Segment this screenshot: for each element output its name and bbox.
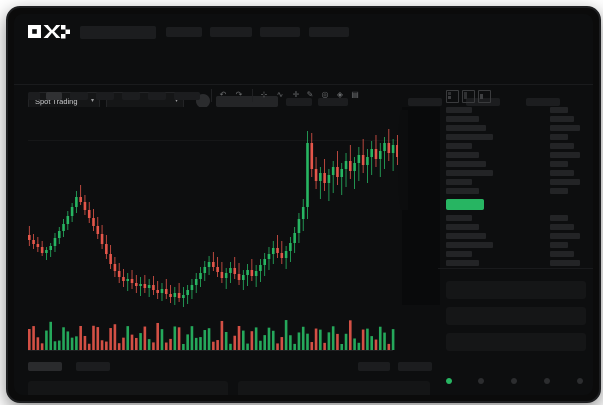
candlestick-svg bbox=[28, 129, 399, 351]
orderbook-ask-row[interactable] bbox=[446, 134, 493, 140]
nav-item-4[interactable] bbox=[309, 27, 349, 37]
toolbar-divider-1 bbox=[211, 89, 212, 102]
bottom-panel-right[interactable] bbox=[238, 381, 430, 395]
toolbar-seg-5[interactable] bbox=[122, 92, 140, 100]
orderbook-ask-size bbox=[550, 161, 568, 167]
orderbook-ask-size bbox=[550, 179, 580, 185]
search-input[interactable] bbox=[80, 26, 156, 39]
price-chart[interactable] bbox=[14, 107, 432, 359]
orderbook-asks-icon[interactable] bbox=[462, 90, 475, 103]
eye-icon[interactable]: ◈ bbox=[336, 90, 344, 99]
app-screen: Spot Trading ▾ ▾ ↶ ↷ bbox=[14, 14, 593, 395]
chart-toolbar: ↶ ↷ ⊹ ∿ ✛ ✎ ◎ ◈ ▤ bbox=[14, 85, 432, 108]
stat-1 bbox=[286, 98, 312, 106]
orderbook-bid-size bbox=[550, 233, 580, 239]
orderbook-ask-row[interactable] bbox=[446, 125, 486, 131]
percent-slider[interactable] bbox=[446, 377, 586, 385]
orderbook-bid-row[interactable] bbox=[446, 224, 479, 230]
orderbook-bid-row[interactable] bbox=[446, 242, 493, 248]
nav-item-1[interactable] bbox=[166, 27, 202, 37]
chevron-down-icon: ▾ bbox=[174, 98, 178, 104]
orderbook-ask-size bbox=[550, 134, 568, 140]
chart-footer-tab-4[interactable] bbox=[398, 362, 432, 371]
toolbar-seg-7[interactable] bbox=[174, 92, 200, 100]
orderbook-ask-size bbox=[550, 188, 568, 194]
orderbook-bid-size bbox=[550, 224, 574, 230]
orderbook-both-icon[interactable] bbox=[446, 90, 459, 103]
trash-icon[interactable]: ▤ bbox=[351, 90, 359, 99]
slider-dot-3[interactable] bbox=[511, 378, 517, 384]
orderbook-ask-size bbox=[550, 170, 574, 176]
nav-item-2[interactable] bbox=[210, 27, 252, 37]
order-form-divider bbox=[438, 268, 593, 269]
orderbook-bid-row[interactable] bbox=[446, 215, 472, 221]
orderbook-ask-row[interactable] bbox=[446, 188, 479, 194]
chevron-down-icon: ▾ bbox=[90, 98, 94, 104]
slider-dot-2[interactable] bbox=[478, 378, 484, 384]
toolbar-seg-6[interactable] bbox=[148, 92, 166, 100]
orderbook-bid-row[interactable] bbox=[446, 251, 472, 257]
chart-footer-tab-3[interactable] bbox=[358, 362, 390, 371]
spread-indicator bbox=[446, 199, 484, 210]
orderbook-ask-row[interactable] bbox=[446, 143, 472, 149]
market-type-label: Spot Trading bbox=[35, 97, 78, 106]
stat-3 bbox=[408, 98, 442, 106]
order-price-field[interactable] bbox=[446, 281, 586, 299]
toolbar-seg-2[interactable] bbox=[46, 92, 62, 100]
order-amount-field[interactable] bbox=[446, 307, 586, 325]
crosshair-icon[interactable]: ✛ bbox=[292, 90, 300, 99]
chart-footer-tab-1[interactable] bbox=[28, 362, 62, 371]
orderbook-bid-size bbox=[550, 251, 574, 257]
slider-dot-4[interactable] bbox=[544, 378, 550, 384]
brush-icon[interactable]: ✎ bbox=[306, 90, 314, 99]
orderbook-ask-row[interactable] bbox=[446, 161, 486, 167]
market-sub-bar: Spot Trading ▾ ▾ bbox=[14, 48, 593, 111]
orderbook-ask-size bbox=[550, 143, 574, 149]
orderbook-ask-row[interactable] bbox=[446, 179, 472, 185]
tablet-device-frame: Spot Trading ▾ ▾ ↶ ↷ bbox=[6, 6, 601, 403]
orderbook-ask-size bbox=[550, 125, 580, 131]
orderbook-bid-size bbox=[550, 242, 568, 248]
orderbook-bid-size bbox=[550, 215, 568, 221]
redo-icon[interactable]: ↷ bbox=[235, 90, 243, 99]
toolbar-divider-2 bbox=[252, 89, 253, 102]
header-divider bbox=[14, 84, 593, 85]
toolbar-seg-3[interactable] bbox=[70, 92, 88, 100]
cursor-icon[interactable]: ⊹ bbox=[260, 90, 268, 99]
chart-footer-tab-2[interactable] bbox=[76, 362, 110, 371]
undo-icon[interactable]: ↶ bbox=[219, 90, 227, 99]
orderbook-ask-size bbox=[550, 107, 568, 113]
orderbook-bid-row[interactable] bbox=[446, 233, 486, 239]
chart-top-axis-line bbox=[28, 140, 418, 141]
orderbook-ask-row[interactable] bbox=[446, 170, 493, 176]
pair-price-label bbox=[216, 96, 278, 107]
orderbook-view-tabs bbox=[438, 85, 593, 107]
bottom-panel-left[interactable] bbox=[28, 381, 228, 395]
orderbook-and-order-form: Buy Sell bbox=[438, 85, 593, 395]
okx-logo[interactable] bbox=[28, 25, 70, 39]
chart-overlay-edge bbox=[398, 110, 408, 210]
orderbook-bids-icon[interactable] bbox=[478, 90, 491, 103]
toolbar-seg-1[interactable] bbox=[28, 92, 40, 100]
order-total-field[interactable] bbox=[446, 333, 586, 351]
orderbook-ask-row[interactable] bbox=[446, 152, 479, 158]
orderbook-ask-size bbox=[550, 152, 580, 158]
nav-item-3[interactable] bbox=[260, 27, 300, 37]
orderbook-bid-size bbox=[550, 260, 580, 266]
slider-dot-1[interactable] bbox=[446, 378, 452, 384]
slider-dot-5[interactable] bbox=[577, 378, 583, 384]
stat-5 bbox=[526, 98, 560, 106]
orderbook-bid-row[interactable] bbox=[446, 260, 479, 266]
orderbook-ask-size bbox=[550, 116, 574, 122]
orderbook-ask-row[interactable] bbox=[446, 116, 479, 122]
orderbook-ask-row[interactable] bbox=[446, 107, 472, 113]
magnet-icon[interactable]: ◎ bbox=[321, 90, 329, 99]
toolbar-seg-4[interactable] bbox=[96, 92, 114, 100]
trendline-icon[interactable]: ∿ bbox=[276, 90, 284, 99]
stat-2 bbox=[318, 98, 348, 106]
chart-right-overlay bbox=[402, 107, 440, 305]
top-navigation-bar bbox=[14, 14, 593, 48]
